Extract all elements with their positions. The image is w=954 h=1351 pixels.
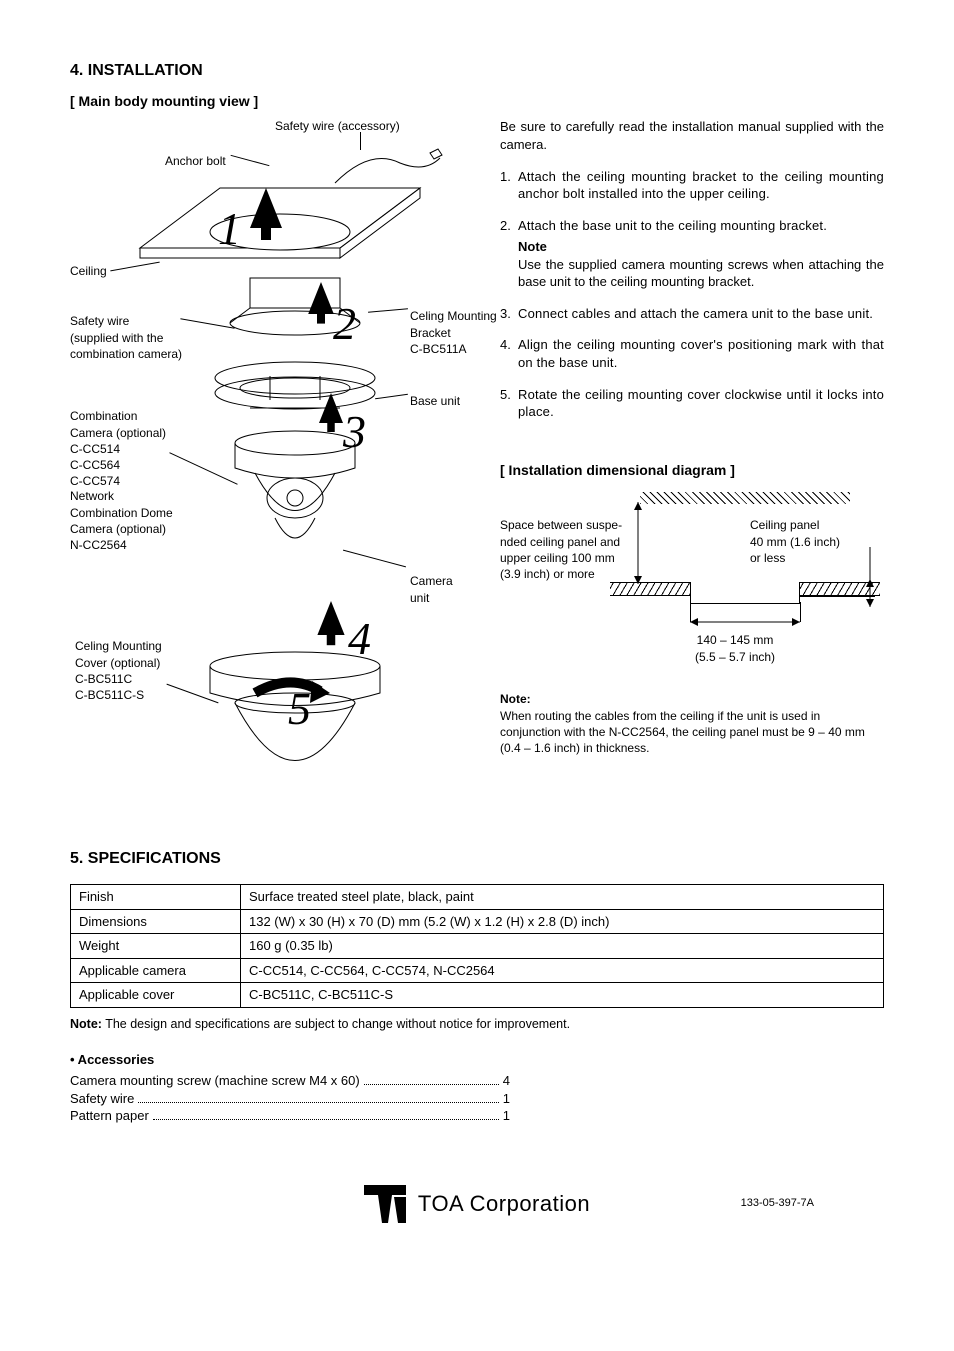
spec-val: Surface treated steel plate, black, pain… (241, 885, 884, 910)
dim-note: Note: When routing the cables from the c… (500, 691, 884, 756)
accessory-qty: 4 (503, 1072, 510, 1090)
page-footer: TOA Corporation 133-05-397-7A (70, 1185, 884, 1223)
step-text: Rotate the ceiling mounting cover clockw… (518, 386, 884, 421)
table-row: Dimensions132 (W) x 30 (H) x 70 (D) mm (… (71, 909, 884, 934)
dim-hole-label: 140 – 145 mm (5.5 – 5.7 inch) (695, 632, 775, 664)
label-comb-camera: Combination Camera (optional) C-CC514 C-… (70, 408, 166, 489)
label-ceiling: Ceiling (70, 263, 107, 279)
instr-intro: Be sure to carefully read the installati… (500, 118, 884, 153)
note-label: Note (518, 238, 884, 256)
accessories-title: • Accessories (70, 1051, 884, 1069)
step-num: 5. (500, 386, 518, 421)
spec-key: Applicable camera (71, 958, 241, 983)
toa-logo-icon (364, 1185, 406, 1223)
dotted-leader (153, 1119, 499, 1120)
accessory-qty: 1 (503, 1107, 510, 1125)
spec-note-label: Note: (70, 1017, 102, 1031)
spec-table: FinishSurface treated steel plate, black… (70, 884, 884, 1008)
spec-val: 132 (W) x 30 (H) x 70 (D) mm (5.2 (W) x … (241, 909, 884, 934)
step-text: Align the ceiling mounting cover's posit… (518, 336, 884, 371)
fig-num-1: 1 (218, 198, 241, 260)
accessory-qty: 1 (503, 1090, 510, 1108)
table-row: Applicable coverC-BC511C, C-BC511C-S (71, 983, 884, 1008)
dotted-leader (138, 1102, 498, 1103)
spec-key: Finish (71, 885, 241, 910)
spec-val: C-BC511C, C-BC511C-S (241, 983, 884, 1008)
accessory-row: Pattern paper 1 (70, 1107, 510, 1125)
fig-num-2: 2 (333, 293, 356, 355)
spec-note: Note: The design and specifications are … (70, 1016, 884, 1033)
label-anchor-bolt: Anchor bolt (165, 153, 226, 169)
footer-company: TOA Corporation (418, 1189, 590, 1219)
accessory-name: Pattern paper (70, 1107, 149, 1125)
fig-num-5: 5 (288, 678, 311, 740)
instr-step-2: 2. Attach the base unit to the ceiling m… (500, 217, 884, 235)
step-num: 1. (500, 168, 518, 203)
section4-sub-dim: [ Installation dimensional diagram ] (500, 461, 884, 480)
dim-panel-label: Ceiling panel 40 mm (1.6 inch) or less (750, 517, 840, 566)
label-mount-cover: Celing Mounting Cover (optional) C-BC511… (75, 638, 162, 703)
spec-val: C-CC514, C-CC564, C-CC574, N-CC2564 (241, 958, 884, 983)
table-row: FinishSurface treated steel plate, black… (71, 885, 884, 910)
step-text: Connect cables and attach the camera uni… (518, 305, 884, 323)
section4-sub-main: [ Main body mounting view ] (70, 92, 884, 111)
label-safety-wire-acc: Safety wire (accessory) (275, 118, 400, 134)
step-num: 2. (500, 217, 518, 235)
step-text: Attach the ceiling mounting bracket to t… (518, 168, 884, 203)
figure-main-mounting: 1 2 3 4 5 Safety wire (accessory) Anchor… (70, 118, 470, 838)
step-text: Attach the base unit to the ceiling moun… (518, 217, 884, 235)
fig-num-3: 3 (343, 401, 366, 463)
fig-num-4: 4 (348, 608, 371, 670)
instr-step-1: 1. Attach the ceiling mounting bracket t… (500, 168, 884, 203)
label-safety-wire-supplied: Safety wire (supplied with the combinati… (70, 313, 182, 362)
dim-diagram: Space between suspe- nded ceiling panel … (500, 487, 884, 687)
instr-step-4: 4. Align the ceiling mounting cover's po… (500, 336, 884, 371)
accessory-name: Safety wire (70, 1090, 134, 1108)
accessory-row: Camera mounting screw (machine screw M4 … (70, 1072, 510, 1090)
accessory-row: Safety wire 1 (70, 1090, 510, 1108)
footer-doc-code: 133-05-397-7A (741, 1196, 814, 1211)
step-num: 4. (500, 336, 518, 371)
dim-note-label: Note: (500, 692, 531, 706)
label-camera-unit: Camera unit (410, 573, 470, 605)
label-base-unit: Base unit (410, 393, 460, 409)
accessories-list: Camera mounting screw (machine screw M4 … (70, 1072, 510, 1125)
spec-note-body: The design and specifications are subjec… (102, 1017, 570, 1031)
dotted-leader (364, 1084, 499, 1085)
label-cmb: Celing Mounting Bracket C-BC511A (410, 308, 497, 357)
instructions-column: Be sure to carefully read the installati… (500, 118, 884, 838)
instr-step-5: 5. Rotate the ceiling mounting cover clo… (500, 386, 884, 421)
instr-list: 1. Attach the ceiling mounting bracket t… (500, 168, 884, 421)
accessory-name: Camera mounting screw (machine screw M4 … (70, 1072, 360, 1090)
dim-note-body: When routing the cables from the ceiling… (500, 709, 865, 755)
section4-title: 4. INSTALLATION (70, 60, 884, 82)
spec-key: Dimensions (71, 909, 241, 934)
step-num: 3. (500, 305, 518, 323)
spec-key: Applicable cover (71, 983, 241, 1008)
label-network-camera: Network Combination Dome Camera (optiona… (70, 488, 173, 553)
spec-key: Weight (71, 934, 241, 959)
spec-val: 160 g (0.35 lb) (241, 934, 884, 959)
table-row: Applicable cameraC-CC514, C-CC564, C-CC5… (71, 958, 884, 983)
note-body: Use the supplied camera mounting screws … (518, 256, 884, 291)
table-row: Weight160 g (0.35 lb) (71, 934, 884, 959)
instr-step-3: 3. Connect cables and attach the camera … (500, 305, 884, 323)
section5-title: 5. SPECIFICATIONS (70, 848, 884, 870)
dim-space-label: Space between suspe- nded ceiling panel … (500, 517, 635, 582)
